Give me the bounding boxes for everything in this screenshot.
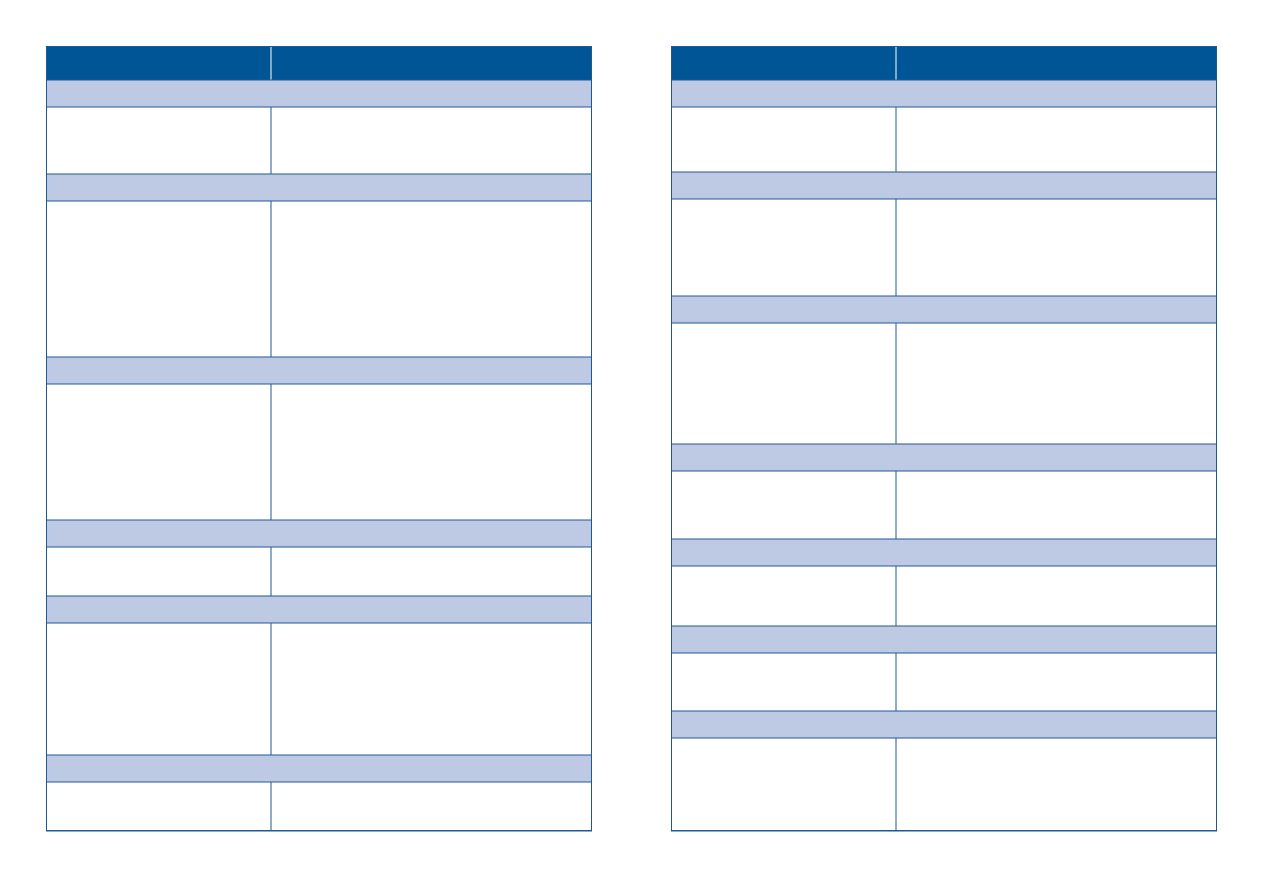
section-band bbox=[46, 80, 592, 107]
section-band bbox=[671, 80, 1217, 107]
table-header bbox=[671, 46, 1217, 80]
table bbox=[671, 46, 1217, 832]
section-band bbox=[46, 174, 592, 201]
section-band bbox=[671, 296, 1217, 323]
section-band bbox=[671, 444, 1217, 471]
section-band bbox=[46, 357, 592, 384]
section-band bbox=[46, 520, 592, 547]
section-band bbox=[671, 711, 1217, 738]
table bbox=[46, 46, 592, 832]
table-border bbox=[671, 46, 1217, 831]
section-band bbox=[671, 539, 1217, 566]
table-border bbox=[46, 46, 592, 831]
table-header bbox=[46, 46, 592, 80]
section-band bbox=[46, 755, 592, 782]
section-band bbox=[671, 172, 1217, 199]
section-band bbox=[46, 596, 592, 623]
section-band bbox=[671, 626, 1217, 653]
